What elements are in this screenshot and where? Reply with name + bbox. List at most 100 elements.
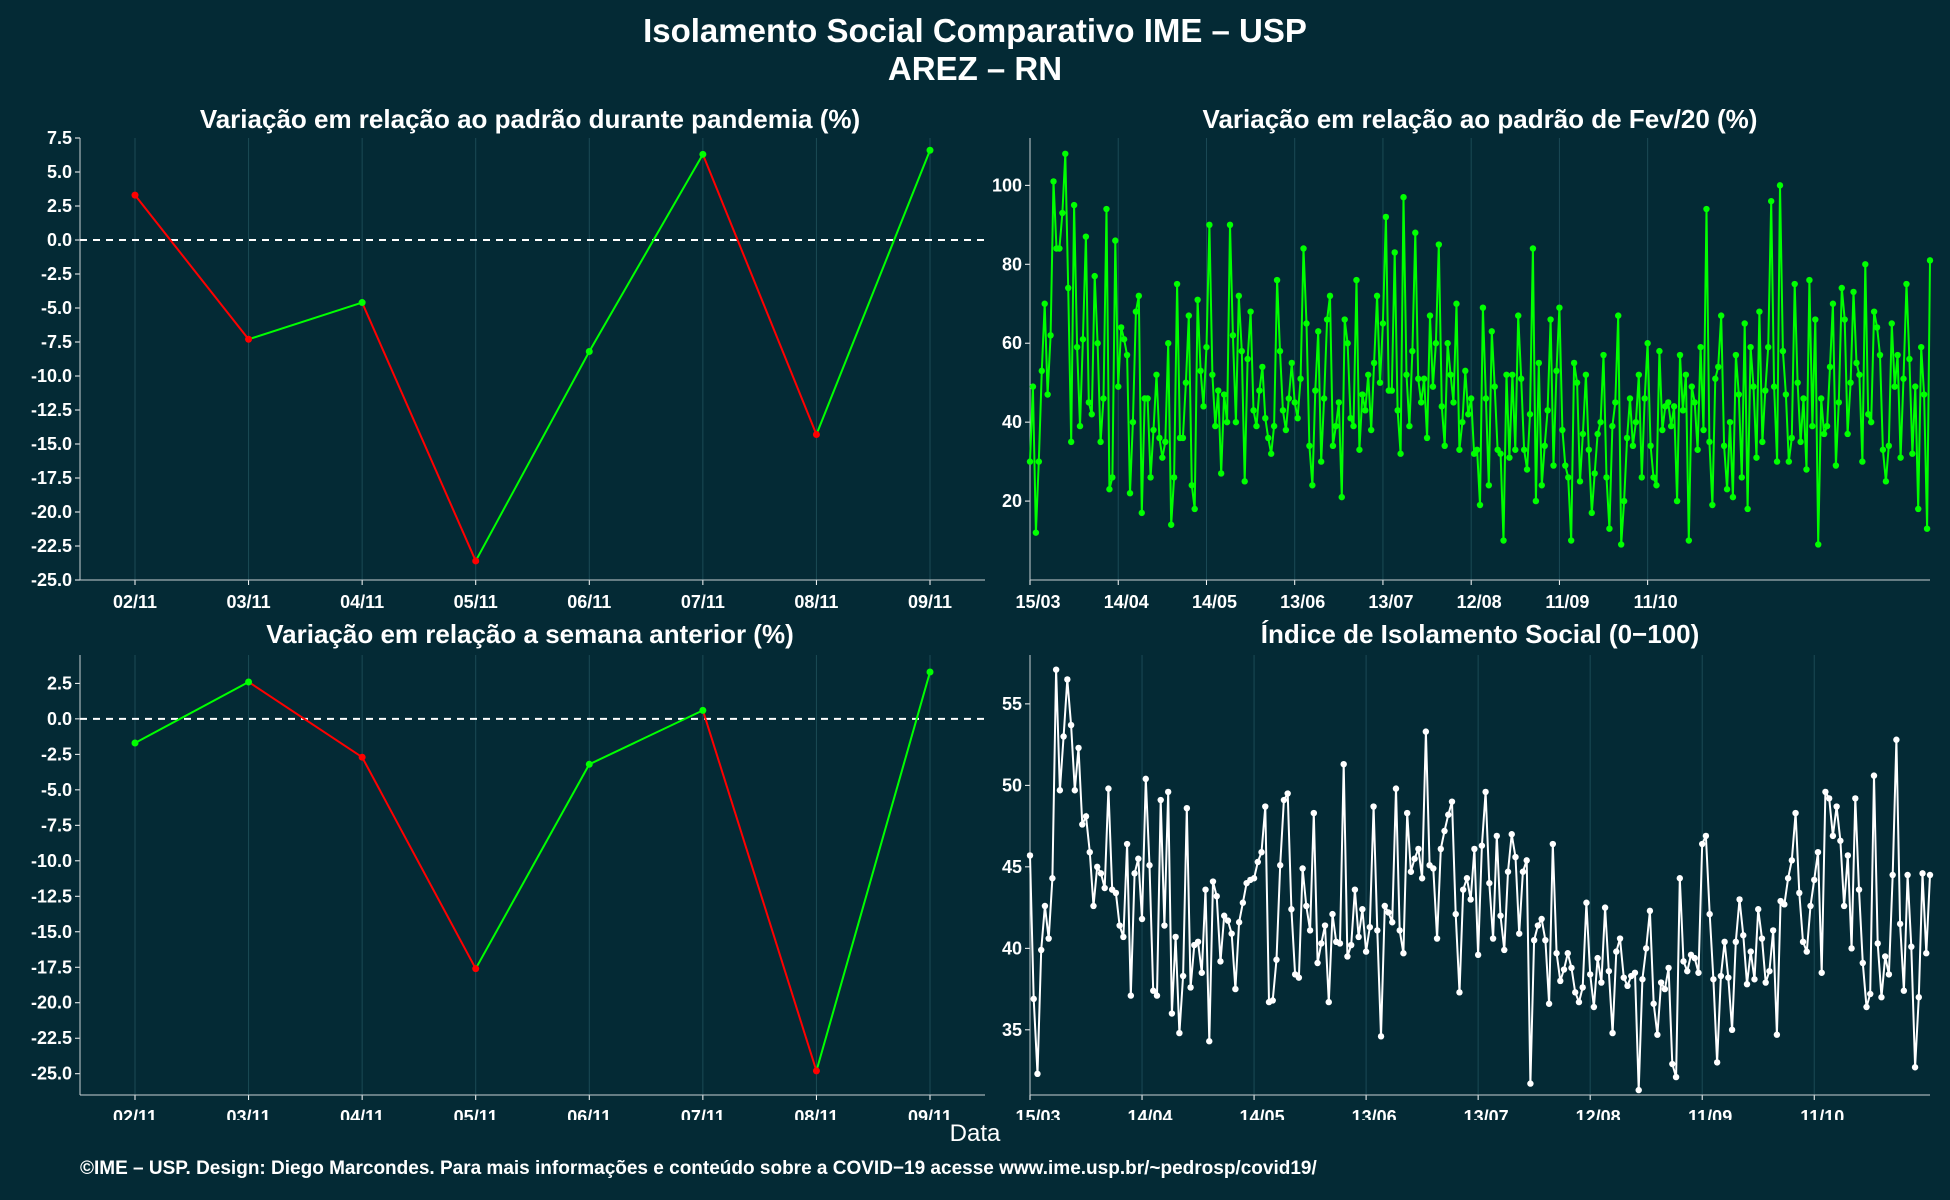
data-point <box>1050 178 1057 185</box>
data-point <box>1282 426 1290 434</box>
data-point <box>1224 917 1232 924</box>
data-point <box>1279 407 1287 414</box>
data-point <box>1917 343 1925 351</box>
data-point <box>1544 407 1551 414</box>
data-point <box>1441 442 1448 450</box>
data-point <box>1038 946 1045 954</box>
data-point <box>812 1067 820 1075</box>
data-point <box>1486 879 1493 887</box>
series-segment <box>588 709 704 766</box>
data-point <box>1840 902 1848 910</box>
data-point <box>1803 948 1810 955</box>
data-point <box>1153 992 1161 999</box>
data-point <box>1467 395 1475 402</box>
x-tick-label: 15/03 <box>1015 592 1060 612</box>
data-point <box>245 335 253 343</box>
main-title-line1: Isolamento Social Comparativo IME – USP <box>643 12 1307 49</box>
data-point <box>1162 438 1169 446</box>
data-point <box>1106 486 1113 493</box>
data-point <box>1594 430 1601 438</box>
data-point <box>1206 1038 1213 1045</box>
data-point <box>1314 959 1321 967</box>
series-segment <box>134 681 250 744</box>
data-point <box>1723 486 1731 493</box>
data-point <box>1179 434 1187 442</box>
data-point <box>131 191 139 199</box>
data-point <box>245 678 253 686</box>
data-point <box>1065 284 1072 292</box>
data-point <box>1920 391 1928 398</box>
data-point <box>1747 948 1754 955</box>
data-point <box>1874 940 1881 947</box>
data-point <box>1164 788 1172 796</box>
panel-isolation-index: Índice de Isolamento Social (0−100) 15/0… <box>985 610 1950 1120</box>
data-point <box>1523 466 1531 473</box>
data-point <box>1515 312 1522 319</box>
data-point <box>1603 474 1610 481</box>
data-point <box>1448 798 1456 805</box>
y-tick-label: -20.0 <box>31 502 72 522</box>
data-point <box>1295 974 1303 981</box>
data-point <box>1344 953 1351 960</box>
data-point <box>1590 1003 1598 1011</box>
data-point <box>1534 922 1542 929</box>
data-point <box>1650 1000 1657 1007</box>
data-point <box>1838 284 1845 292</box>
data-point <box>1784 875 1792 882</box>
x-tick-label: 11/09 <box>1545 592 1589 612</box>
data-point <box>1738 474 1745 481</box>
data-point <box>1545 1000 1553 1007</box>
data-point <box>1579 430 1587 438</box>
data-point <box>1085 399 1093 406</box>
data-point <box>1321 922 1329 929</box>
data-point <box>1844 852 1852 859</box>
data-point <box>1535 359 1543 367</box>
data-point <box>1753 454 1760 461</box>
data-point <box>1433 935 1441 942</box>
data-point <box>1803 466 1810 473</box>
y-tick-label: -25.0 <box>31 1064 72 1084</box>
data-point <box>1703 205 1710 213</box>
data-point <box>1726 418 1734 426</box>
data-point <box>1126 489 1134 497</box>
data-point <box>1198 969 1205 976</box>
data-point <box>1299 865 1306 872</box>
data-point <box>1176 1029 1183 1037</box>
data-point <box>1407 868 1415 875</box>
data-point <box>1635 371 1643 378</box>
data-point <box>1041 902 1049 910</box>
data-point <box>1788 857 1796 864</box>
data-point <box>1848 945 1855 952</box>
data-point <box>1797 438 1804 446</box>
data-point <box>1437 845 1444 853</box>
data-point <box>1426 312 1434 319</box>
data-point <box>1782 391 1790 398</box>
data-point <box>1617 541 1625 548</box>
data-point <box>1665 964 1672 972</box>
data-point <box>1736 896 1743 903</box>
data-point <box>1791 280 1798 288</box>
data-point <box>1765 343 1772 351</box>
data-point <box>1911 1064 1919 1071</box>
data-point <box>1773 1031 1781 1038</box>
data-point <box>1366 923 1374 931</box>
data-point <box>1647 442 1654 450</box>
data-point <box>1606 525 1613 532</box>
data-point <box>1185 312 1193 319</box>
data-point <box>1071 787 1079 794</box>
data-point <box>1635 1086 1642 1094</box>
data-point <box>1613 948 1620 955</box>
data-point <box>1863 1003 1870 1011</box>
data-point <box>1588 509 1595 517</box>
data-point <box>1476 501 1484 509</box>
data-point <box>1826 363 1834 371</box>
data-point <box>1056 787 1064 794</box>
data-point <box>1698 840 1706 848</box>
data-point <box>1567 537 1575 544</box>
y-tick-label: 2.5 <box>47 196 72 216</box>
data-point <box>1585 446 1593 453</box>
data-point <box>1873 324 1881 331</box>
data-point <box>1259 363 1266 371</box>
data-point <box>1852 795 1859 802</box>
data-point <box>1389 919 1396 926</box>
